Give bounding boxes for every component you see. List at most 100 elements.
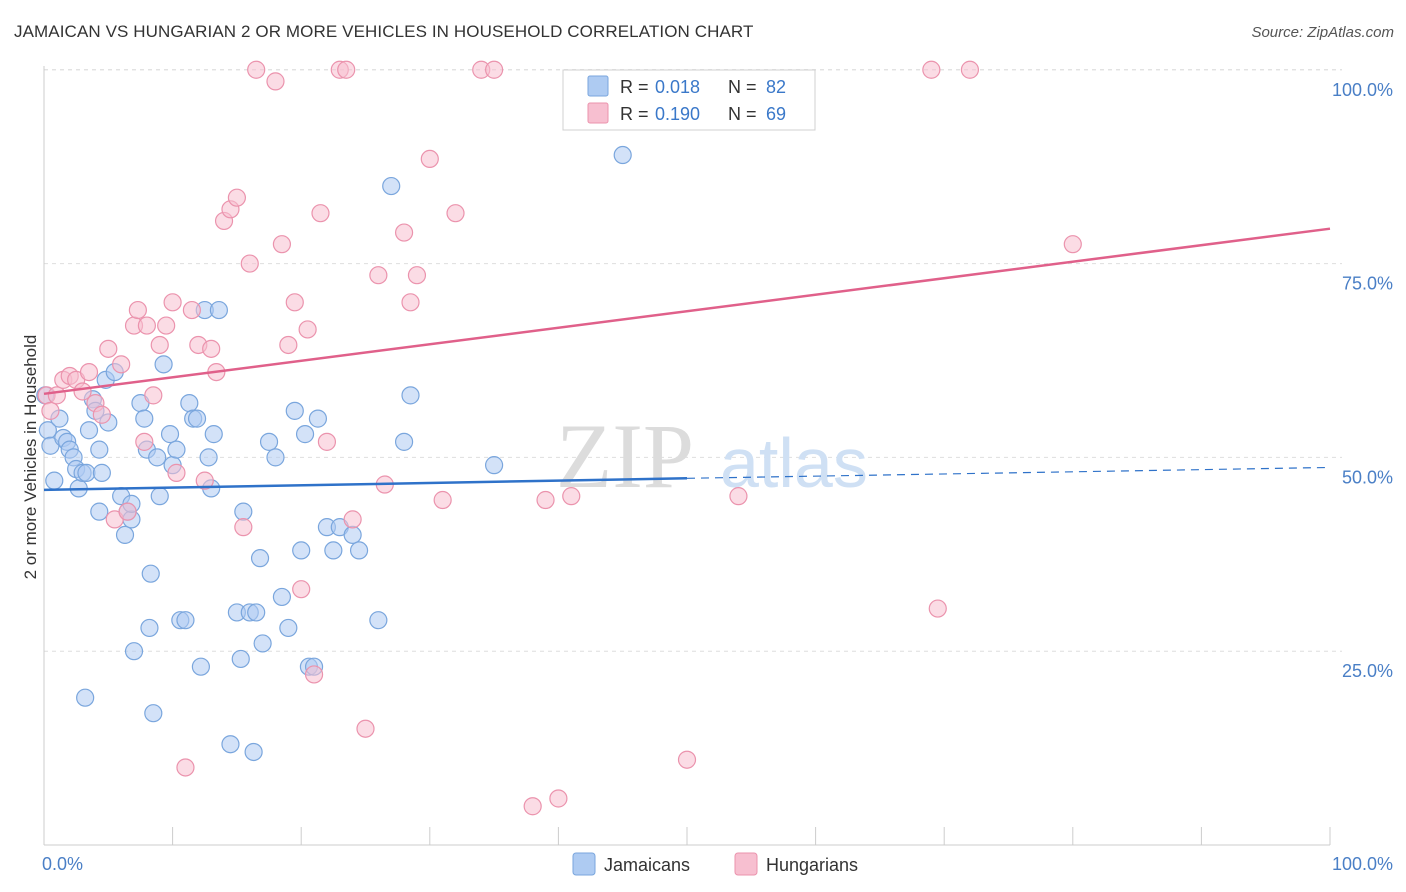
hungarians-point-36 bbox=[272, 235, 292, 254]
legend-swatch-jamaicans bbox=[587, 75, 609, 97]
hungarians-point-68 bbox=[1063, 235, 1082, 254]
hungarians-point-65 bbox=[922, 60, 941, 79]
legend-r-value-jamaicans: 0.018 bbox=[655, 77, 700, 97]
x-tick-label-1: 100.0% bbox=[1332, 854, 1393, 874]
jamaicans-point-59 bbox=[295, 425, 315, 444]
grid-lines bbox=[44, 69, 1342, 652]
bottom-legend-hungarians: Hungarians bbox=[766, 855, 858, 875]
jamaicans-point-31 bbox=[154, 355, 173, 374]
jamaicans-point-11 bbox=[79, 421, 99, 440]
hungarians-point-16 bbox=[135, 432, 154, 451]
axes bbox=[43, 66, 1331, 846]
hungarians-point-17 bbox=[137, 316, 156, 335]
jamaicans-point-47 bbox=[231, 649, 250, 669]
jamaicans-point-15 bbox=[92, 463, 111, 482]
hungarians-point-61 bbox=[562, 487, 581, 506]
hungarians-point-22 bbox=[167, 463, 186, 482]
hungarians-point-37 bbox=[279, 335, 298, 355]
legend-r-label-hungarians: R = bbox=[620, 104, 649, 124]
jamaicans-point-76 bbox=[140, 618, 159, 638]
hungarians-point-66 bbox=[928, 599, 947, 618]
watermark: ZIP atlas bbox=[556, 405, 868, 507]
hungarians-point-59 bbox=[536, 490, 555, 510]
hungarians-point-32 bbox=[234, 518, 253, 537]
jamaicans-point-57 bbox=[285, 401, 304, 420]
legend-n-value-hungarians: 69 bbox=[766, 104, 786, 124]
bottom-legend: Jamaicans Hungarians bbox=[572, 852, 858, 876]
legend-swatch-hungarians bbox=[587, 102, 609, 124]
jamaicans-point-2 bbox=[45, 471, 64, 490]
y-tick-label-1: 50.0% bbox=[1342, 467, 1393, 487]
hungarians-point-62 bbox=[677, 750, 697, 769]
hungarians-point-2 bbox=[47, 386, 66, 405]
jamaicans-point-48 bbox=[234, 502, 253, 521]
y-tick-label-0: 25.0% bbox=[1342, 661, 1393, 681]
hungarians-point-31 bbox=[227, 188, 246, 207]
chart-title: JAMAICAN VS HUNGARIAN 2 OR MORE VEHICLES… bbox=[14, 22, 754, 41]
jamaicans-point-74 bbox=[90, 502, 109, 521]
jamaicans-point-36 bbox=[176, 611, 195, 630]
jamaicans-point-56 bbox=[279, 618, 298, 638]
hungarians-point-51 bbox=[401, 293, 420, 312]
hungarians-point-39 bbox=[292, 580, 311, 599]
jamaicans-point-62 bbox=[308, 409, 328, 428]
jamaicans-point-29 bbox=[148, 448, 167, 467]
jamaicans-point-39 bbox=[187, 409, 207, 428]
hungarians-point-34 bbox=[247, 60, 266, 79]
legend: R = 0.018 N = 82 R = 0.190 N = 69 bbox=[562, 69, 816, 131]
jamaicans-point-10 bbox=[77, 463, 96, 482]
hungarians-point-20 bbox=[157, 316, 176, 335]
jamaicans-point-77 bbox=[191, 657, 210, 676]
hungarians-point-46 bbox=[343, 510, 362, 529]
jamaicans-point-27 bbox=[141, 564, 160, 583]
hungarians-point-10 bbox=[99, 339, 118, 358]
hungarians-point-19 bbox=[150, 335, 169, 355]
x-tick-label-0: 0.0% bbox=[42, 854, 83, 874]
jamaicans-point-68 bbox=[369, 611, 388, 630]
jamaicans-point-53 bbox=[259, 432, 279, 451]
hungarians-point-41 bbox=[304, 665, 324, 684]
bottom-legend-jamaicans: Jamaicans bbox=[604, 855, 690, 875]
jamaicans-point-52 bbox=[253, 634, 272, 653]
hungarians-point-50 bbox=[394, 223, 414, 242]
hungarians-point-52 bbox=[407, 266, 427, 285]
hungarians-point-42 bbox=[311, 204, 330, 223]
hungarians-point-13 bbox=[118, 502, 137, 521]
hungarians-point-48 bbox=[369, 266, 388, 285]
hungarians-point-58 bbox=[523, 797, 542, 816]
hungarians-point-1 bbox=[41, 401, 60, 420]
jamaicans-point-20 bbox=[115, 525, 135, 545]
y-tick-label-2: 75.0% bbox=[1342, 274, 1393, 294]
legend-n-label-hungarians: N = bbox=[728, 104, 757, 124]
y-axis-label: 2 or more Vehicles in Household bbox=[21, 335, 40, 580]
jamaicans-point-71 bbox=[401, 386, 420, 405]
jamaicans-point-30 bbox=[150, 487, 169, 506]
hungarians-point-21 bbox=[163, 293, 182, 312]
jamaicans-point-44 bbox=[209, 300, 228, 320]
legend-r-label-jamaicans: R = bbox=[620, 77, 649, 97]
bottom-legend-swatch-jamaicans bbox=[572, 852, 596, 876]
y-tick-label-3: 100.0% bbox=[1332, 80, 1393, 100]
jamaicans-point-23 bbox=[124, 642, 144, 661]
hungarians-point-40 bbox=[298, 320, 317, 339]
hungarians-point-67 bbox=[960, 60, 980, 79]
hungarians-point-23 bbox=[176, 758, 195, 777]
jamaicans-point-41 bbox=[199, 448, 218, 467]
jamaicans-point-73 bbox=[613, 145, 632, 165]
legend-n-label-jamaicans: N = bbox=[728, 77, 757, 97]
jamaicans-point-37 bbox=[180, 394, 199, 413]
jamaicans-trend-extension bbox=[686, 466, 1331, 479]
jamaicans-point-50 bbox=[244, 742, 263, 762]
hungarians-point-43 bbox=[317, 432, 337, 451]
jamaicans-point-25 bbox=[135, 409, 154, 428]
hungarians-point-27 bbox=[202, 339, 221, 358]
source-label: Source: ZipAtlas.com bbox=[1251, 24, 1394, 41]
hungarians-point-38 bbox=[285, 293, 304, 312]
jamaicans-points bbox=[36, 145, 632, 762]
hungarians-points bbox=[37, 60, 1082, 816]
bottom-legend-swatch-hungarians bbox=[734, 852, 758, 876]
hungarians-point-53 bbox=[420, 149, 439, 169]
hungarians-point-15 bbox=[128, 300, 147, 320]
jamaicans-point-67 bbox=[349, 541, 369, 560]
